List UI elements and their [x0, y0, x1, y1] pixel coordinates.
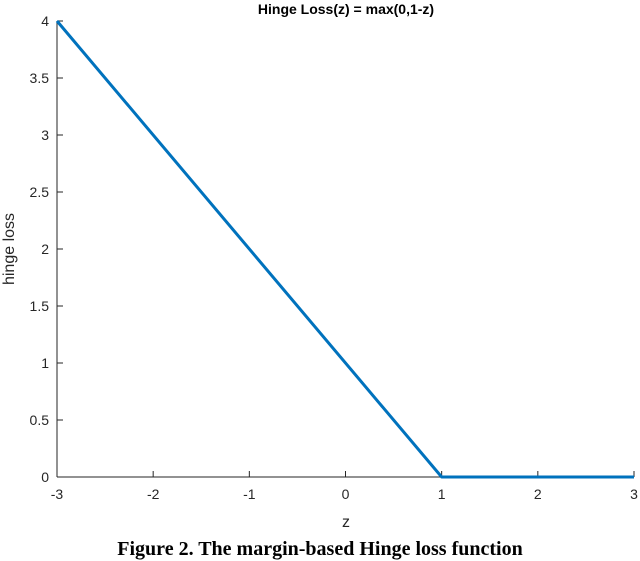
y-axis-label: hinge loss [1, 213, 18, 285]
x-tick-label: 1 [438, 486, 446, 502]
hinge-loss-chart: 0 0.5 1 1.5 2 2.5 3 3.5 4 -3 -2 -1 0 1 2 3 Hinge Loss(… [1, 1, 638, 531]
y-tick-label: 0.5 [30, 412, 50, 428]
y-tick-label: 3.5 [30, 70, 50, 86]
chart-title: Hinge Loss(z) = max(0,1-z) [258, 1, 434, 17]
y-tick-label: 4 [41, 13, 49, 29]
x-tick-label: -1 [243, 486, 256, 502]
x-tick-label: 3 [630, 486, 638, 502]
y-tick-label: 2.5 [30, 184, 50, 200]
x-axis-label: z [342, 514, 350, 531]
y-tick-label: 1.5 [30, 298, 50, 314]
y-tick-label: 1 [41, 355, 49, 371]
figure-caption: Figure 2. The margin-based Hinge loss fu… [117, 538, 523, 560]
axis-ticks [56, 20, 635, 478]
x-tick-labels: -3 -2 -1 0 1 2 3 [51, 486, 638, 502]
x-tick-label: -3 [51, 486, 64, 502]
x-tick-label: -2 [147, 486, 160, 502]
y-tick-labels: 0 0.5 1 1.5 2 2.5 3 3.5 4 [30, 13, 50, 485]
y-tick-label: 0 [41, 469, 49, 485]
x-tick-label: 2 [534, 486, 542, 502]
y-tick-label: 3 [41, 127, 49, 143]
series-layer [55, 20, 634, 479]
hinge-loss-line [55, 20, 634, 479]
x-tick-label: 0 [342, 486, 350, 502]
y-tick-label: 2 [41, 241, 49, 257]
